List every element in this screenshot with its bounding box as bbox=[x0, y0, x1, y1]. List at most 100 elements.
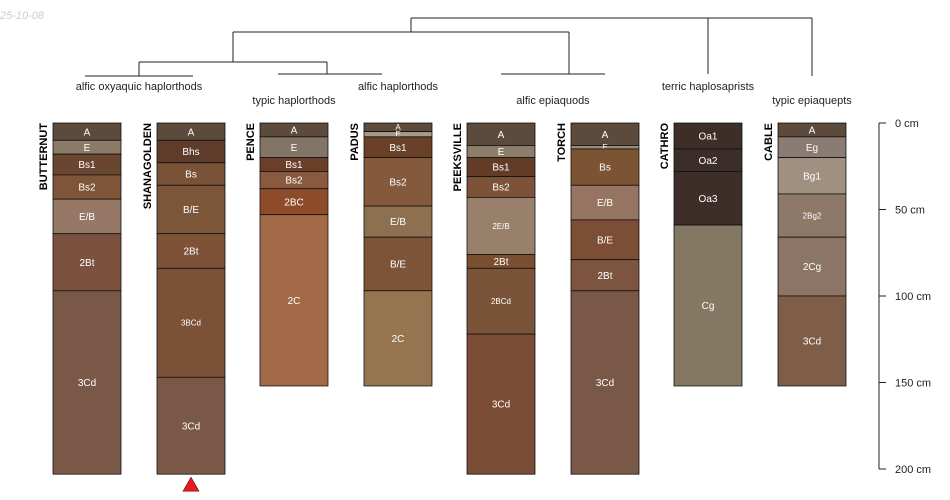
dendrogram bbox=[85, 17, 813, 77]
horizon-label: A bbox=[291, 126, 298, 137]
horizon-label: 3Cd bbox=[596, 378, 614, 389]
horizon-label: E bbox=[84, 143, 91, 154]
profile-peeksville: AE Bs1 Bs2 2E/B 2Bt 2BCd 3Cd PEEKSVILLE bbox=[452, 122, 536, 475]
horizon-label: E bbox=[602, 143, 607, 152]
horizon-rect bbox=[259, 214, 329, 387]
horizon-rect bbox=[466, 333, 536, 475]
horizon-rect bbox=[570, 219, 640, 261]
axis-tick-label: 100 cm bbox=[895, 291, 931, 303]
horizon-label: Bg1 bbox=[803, 171, 821, 182]
axis-tick-label: 150 cm bbox=[895, 378, 931, 390]
horizon-label: Cg bbox=[702, 301, 715, 312]
horizon-rect bbox=[52, 290, 122, 475]
horizon-label: A bbox=[84, 127, 91, 138]
horizon-label: Bs1 bbox=[78, 160, 96, 171]
horizon-label: E/B bbox=[79, 212, 95, 223]
horizon-label: Eg bbox=[806, 143, 818, 154]
profile-butternut: AE Bs1 Bs2 E/B 2Bt 3Cd BUTTERNUT bbox=[38, 122, 122, 475]
horizon-label: Oa3 bbox=[699, 194, 718, 205]
profile-name: CATHRO bbox=[659, 123, 671, 170]
profile-torch: AE Bs E/B B/E 2Bt 3Cd TORCH bbox=[556, 122, 640, 475]
horizon-rect bbox=[466, 267, 536, 335]
horizon-label: Bs bbox=[599, 163, 611, 174]
horizon-label: A bbox=[602, 130, 609, 141]
horizon-rect bbox=[363, 205, 433, 238]
horizon-label: 2C bbox=[392, 334, 405, 345]
horizon-label: 2BC bbox=[284, 197, 303, 208]
horizon-rect bbox=[259, 188, 329, 216]
horizon-label: A bbox=[809, 126, 816, 137]
horizon-rect bbox=[156, 376, 226, 475]
horizon-rect bbox=[570, 184, 640, 221]
horizon-label: 2Bt bbox=[493, 257, 508, 268]
taxon-labels: alfic oxyaquic haplorthods typic haplorth… bbox=[76, 81, 853, 107]
taxon-label: alfic oxyaquic haplorthods bbox=[76, 81, 203, 93]
axis-tick-label: 200 cm bbox=[895, 464, 931, 476]
horizon-label: E bbox=[498, 147, 505, 158]
horizon-label: E/B bbox=[597, 198, 613, 209]
horizon-label: 3BCd bbox=[181, 319, 201, 328]
horizon-label: E bbox=[291, 143, 298, 154]
horizon-label: 3Cd bbox=[182, 421, 200, 432]
horizon-label: 2Cg bbox=[803, 262, 821, 273]
profile-name: PENCE bbox=[245, 123, 257, 161]
depth-axis: 0 cm 50 cm 100 cm 150 cm 200 cm bbox=[878, 118, 931, 476]
horizon-rect bbox=[777, 295, 847, 387]
profile-name: PADUS bbox=[349, 123, 361, 161]
horizon-label: Bs2 bbox=[78, 183, 96, 194]
horizon-label: 3Cd bbox=[492, 400, 510, 411]
horizon-label: 2Bg2 bbox=[803, 211, 822, 220]
horizon-rect bbox=[156, 267, 226, 378]
horizon-label: Bs2 bbox=[492, 183, 510, 194]
taxon-label: terric haplosaprists bbox=[662, 81, 755, 93]
profile-name: BUTTERNUT bbox=[38, 123, 50, 190]
taxon-label: alfic haplorthods bbox=[358, 81, 439, 93]
profile-name: TORCH bbox=[556, 123, 568, 162]
horizon-label: 2BCd bbox=[491, 297, 511, 306]
horizon-label: Bs bbox=[185, 170, 197, 181]
horizon-label: 2Bt bbox=[79, 258, 94, 269]
taxon-label: typic epiaquepts bbox=[772, 95, 852, 107]
horizon-rect bbox=[673, 122, 743, 150]
horizon-rect bbox=[363, 290, 433, 387]
horizon-rect bbox=[466, 196, 536, 255]
horizon-rect bbox=[673, 224, 743, 387]
horizon-label: B/E bbox=[390, 260, 406, 271]
horizon-rect bbox=[673, 171, 743, 226]
horizon-rect bbox=[570, 290, 640, 475]
profile-name: SHANAGOLDEN bbox=[142, 123, 154, 209]
horizon-label: A bbox=[188, 127, 195, 138]
horizon-rect bbox=[363, 157, 433, 207]
horizon-label: B/E bbox=[597, 235, 613, 246]
profile-shanagolden: A Bhs Bs B/E 2Bt 3BCd 3Cd SHANAGOLDEN bbox=[142, 122, 226, 492]
profile-padus: AE Bs1 Bs2 E/B B/E 2C PADUS bbox=[349, 122, 433, 387]
profile-cable: A Eg Bg1 2Bg2 2Cg 3Cd CABLE bbox=[763, 122, 847, 387]
date-stamp: 25-10-08 bbox=[0, 10, 45, 22]
horizon-rect bbox=[777, 157, 847, 195]
horizon-label: Bhs bbox=[182, 147, 199, 158]
horizon-label: Oa2 bbox=[699, 156, 718, 167]
horizon-label: A bbox=[498, 130, 505, 141]
horizon-label: E bbox=[395, 130, 400, 139]
truncation-marker bbox=[182, 476, 200, 492]
horizon-label: 3Cd bbox=[803, 337, 821, 348]
horizon-label: Bs1 bbox=[285, 160, 303, 171]
taxon-label: alfic epiaquods bbox=[516, 95, 590, 107]
horizon-label: Oa1 bbox=[699, 132, 718, 143]
horizon-label: Bs2 bbox=[285, 176, 303, 187]
horizon-label: 2E/B bbox=[492, 222, 509, 231]
taxon-label: typic haplorthods bbox=[252, 95, 336, 107]
profile-name: CABLE bbox=[763, 123, 775, 161]
horizon-label: 2C bbox=[288, 296, 301, 307]
profile-cathro: Oa1 Oa2 Oa3 Cg CATHRO bbox=[659, 122, 743, 387]
horizon-label: 2Bt bbox=[597, 271, 612, 282]
horizon-rect bbox=[156, 184, 226, 235]
horizon-label: Bs2 bbox=[389, 177, 407, 188]
axis-tick-label: 50 cm bbox=[895, 205, 925, 217]
horizon-label: E/B bbox=[390, 217, 406, 228]
horizon-label: B/E bbox=[183, 205, 199, 216]
horizon-rect bbox=[777, 236, 847, 297]
horizon-label: 2Bt bbox=[183, 247, 198, 258]
